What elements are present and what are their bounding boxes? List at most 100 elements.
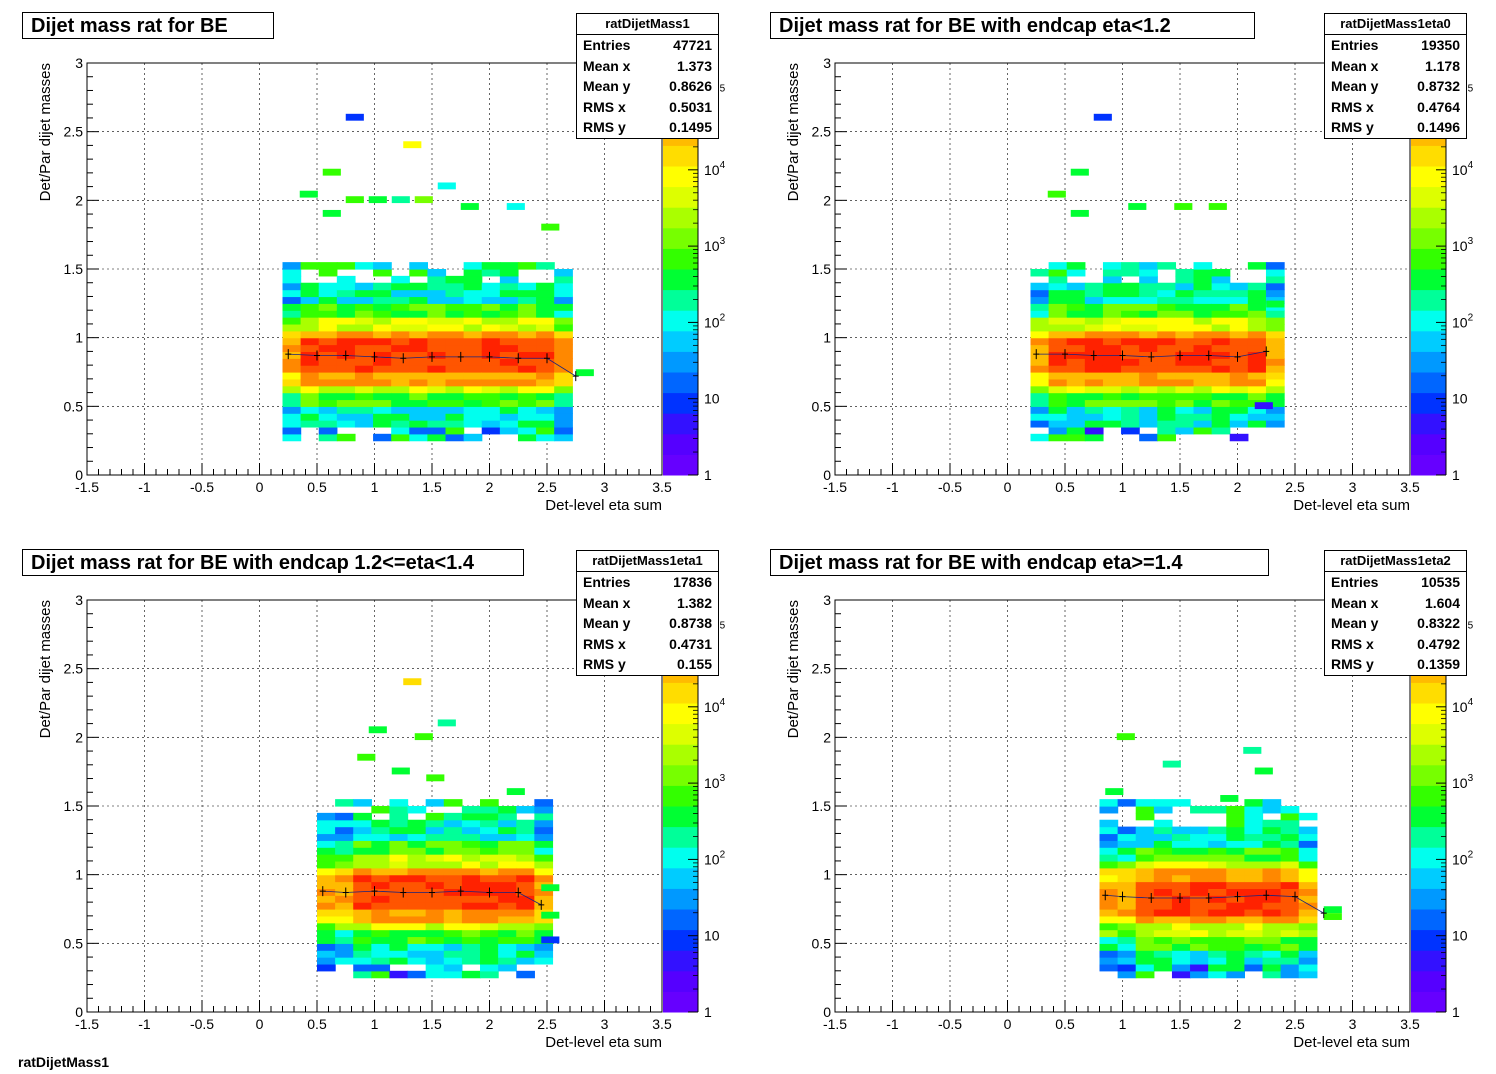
- heatmap-cell: [425, 881, 445, 889]
- heatmap-cell: [1247, 296, 1267, 304]
- heatmap-cell: [317, 860, 336, 869]
- heatmap-cell: [1157, 413, 1176, 421]
- heatmap-cell: [1266, 300, 1285, 308]
- heatmap-cell: [1298, 833, 1318, 841]
- colorbar-segment: [663, 454, 698, 476]
- heatmap-cell: [1117, 929, 1137, 938]
- heatmap-cell: [1102, 344, 1122, 352]
- heatmap-cell: [1280, 922, 1300, 931]
- heatmap-cell: [1121, 310, 1140, 318]
- heatmap-cell: [425, 929, 445, 938]
- heatmap-cell: [300, 262, 320, 270]
- heatmap-cell: [373, 330, 392, 339]
- heatmap-cell: [1048, 323, 1068, 332]
- heatmap-cell: [299, 190, 318, 198]
- y-axis: 00.511.522.53: [812, 592, 847, 1020]
- heatmap-cell: [461, 950, 481, 958]
- heatmap-cell: [317, 819, 336, 828]
- heatmap-cell: [1048, 282, 1068, 291]
- heatmap-cell: [1229, 289, 1249, 298]
- heatmap-cell: [1280, 833, 1300, 841]
- heatmap-cell: [335, 929, 354, 938]
- heatmap-cell: [481, 372, 501, 380]
- heatmap-cell: [300, 385, 320, 394]
- heatmap-cell: [318, 330, 338, 339]
- heatmap-cell: [445, 330, 465, 339]
- heatmap-cell: [335, 943, 354, 951]
- heatmap-cell: [1157, 337, 1176, 346]
- heatmap-cell: [300, 303, 320, 311]
- heatmap-cell: [353, 833, 372, 841]
- y-axis-label: Det/Par dijet masses: [37, 600, 54, 738]
- heatmap-cell: [1211, 385, 1231, 394]
- heatmap-cell: [463, 420, 483, 428]
- heatmap-cell: [336, 275, 356, 284]
- heatmap-cell: [463, 296, 483, 304]
- stats-row: RMS y 0.1359: [1325, 654, 1466, 675]
- heatmap-cell: [1048, 399, 1068, 407]
- heatmap-cell: [317, 957, 336, 965]
- heatmap-cell: [1175, 337, 1195, 346]
- heatmap-cell: [391, 365, 410, 373]
- heatmap-cell: [1247, 406, 1267, 414]
- heatmap-cell: [1226, 867, 1245, 876]
- colorbar-segment: [1411, 970, 1446, 992]
- heatmap-cell: [1117, 826, 1137, 835]
- heatmap-cell: [443, 860, 463, 869]
- colorbar-segment: [1411, 372, 1446, 394]
- heatmap-cell: [534, 826, 554, 835]
- heatmap-cell: [391, 413, 410, 421]
- heatmap-cell: [389, 929, 409, 938]
- z-tick-label: 1: [1452, 1004, 1460, 1020]
- heatmap-cell: [1211, 406, 1231, 414]
- heatmap-cell: [336, 344, 356, 352]
- heatmap-cell: [300, 365, 320, 373]
- heatmap-cell: [517, 351, 537, 359]
- heatmap-cell: [373, 413, 392, 421]
- heatmap-cell: [1153, 867, 1173, 876]
- heatmap-cell: [1102, 365, 1122, 373]
- z-tick-label: 10: [704, 391, 720, 407]
- heatmap-cell: [1066, 365, 1086, 373]
- colorbar-segment: [1411, 785, 1446, 807]
- heatmap-cell: [1153, 860, 1173, 869]
- heatmap-cell: [481, 420, 501, 428]
- heatmap-cell: [1175, 385, 1195, 394]
- stats-value: 0.5031: [669, 98, 712, 115]
- heatmap-cell: [354, 406, 374, 414]
- heatmap-cell: [481, 365, 501, 373]
- heatmap-cell: [317, 909, 336, 917]
- stats-label: Mean y: [583, 615, 631, 631]
- heatmap-cell: [371, 963, 391, 972]
- heatmap-cell: [516, 854, 535, 862]
- heatmap-cell: [300, 337, 320, 346]
- heatmap-cell: [427, 385, 447, 394]
- heatmap-cell: [443, 929, 463, 938]
- heatmap-cell: [554, 330, 573, 339]
- x-tick-label: -1: [886, 1016, 899, 1032]
- heatmap-cell: [1117, 874, 1137, 883]
- heatmap-cell: [516, 902, 535, 910]
- heatmap-cell: [318, 358, 338, 366]
- heatmap-cell: [1211, 269, 1231, 277]
- heatmap-cell: [373, 344, 392, 352]
- heatmap-cell: [1211, 413, 1231, 421]
- heatmap-cell: [1298, 915, 1318, 924]
- heatmap-cell: [463, 406, 483, 414]
- heatmap-cell: [1135, 874, 1155, 883]
- colorbar-segment: [663, 806, 698, 828]
- heatmap-cell: [1066, 399, 1086, 407]
- heatmap-cell: [1208, 936, 1227, 944]
- heatmap-cell: [1153, 806, 1173, 814]
- heatmap-cell: [534, 812, 554, 821]
- heatmap-cell: [1135, 806, 1155, 814]
- heatmap-cell: [391, 282, 410, 291]
- y-axis-label: Det/Par dijet masses: [37, 63, 54, 201]
- heatmap-cell: [499, 420, 519, 428]
- colorbar-segment: [1411, 991, 1446, 1013]
- heatmap-cell: [1175, 426, 1195, 435]
- heatmap-cell: [282, 303, 302, 311]
- colorbar-segment: [1411, 764, 1446, 786]
- stats-value: 0.8732: [1417, 78, 1460, 94]
- heatmap-cell: [481, 344, 501, 352]
